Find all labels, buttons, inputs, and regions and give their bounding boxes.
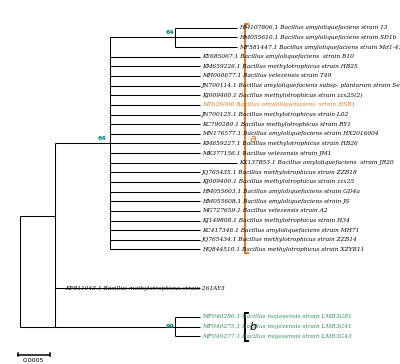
Text: JQ765434.1 Bacillus methylotrophicus strain ZZB14: JQ765434.1 Bacillus methylotrophicus str… xyxy=(202,237,358,242)
Text: MF040286.1 Bacillus mojavensis strain LMB3G81: MF040286.1 Bacillus mojavensis strain LM… xyxy=(202,314,352,320)
Text: JN700114.1 Bacillus amyloliquefaciens subsp. plantarum strain Se12: JN700114.1 Bacillus amyloliquefaciens su… xyxy=(202,83,400,88)
Text: KJ009400.1 Bacillus methylotrophicus strain zzx25(2): KJ009400.1 Bacillus methylotrophicus str… xyxy=(202,92,363,98)
Text: JQ765435.1 Bacillus methylotrophicus strain ZZB18: JQ765435.1 Bacillus methylotrophicus str… xyxy=(202,170,358,175)
Text: KM659226.1 Bacillus methylotrophicus strain HB25: KM659226.1 Bacillus methylotrophicus str… xyxy=(202,64,358,69)
Text: MF581447.1 Bacillus amyloliquefaciens strain Md1-41: MF581447.1 Bacillus amyloliquefaciens st… xyxy=(240,44,400,50)
Text: KF811043.1 Bacillus methylotrophicus strain 261AY3: KF811043.1 Bacillus methylotrophicus str… xyxy=(65,285,225,290)
Text: MN176577.1 Bacillus amyloliquefaciens strain HX2016004: MN176577.1 Bacillus amyloliquefaciens st… xyxy=(202,131,379,136)
Text: 0.0005: 0.0005 xyxy=(23,358,44,363)
Text: MF040275.1 Bacillus mojavensis strain LMB3G41: MF040275.1 Bacillus mojavensis strain LM… xyxy=(202,324,352,329)
Text: 64: 64 xyxy=(97,136,106,141)
Text: MK377156.1 Bacillus velezensis strain JM1: MK377156.1 Bacillus velezensis strain JM… xyxy=(202,151,332,155)
Text: MH000677.1 Bacillus velezensis strain T49: MH000677.1 Bacillus velezensis strain T4… xyxy=(202,74,332,79)
Text: 64: 64 xyxy=(166,30,174,35)
Text: MT626060 Bacillus amyloliquefaciens  strain HSB1: MT626060 Bacillus amyloliquefaciens stra… xyxy=(202,102,356,107)
Text: KC790289.1 Bacillus methylotrophicus strain RY1: KC790289.1 Bacillus methylotrophicus str… xyxy=(202,122,351,127)
Text: JN700125.1 Bacillus methylotrophicus strain L02: JN700125.1 Bacillus methylotrophicus str… xyxy=(202,112,350,117)
Text: HM055603.1 Bacillus amyloliquefaciens strain GD4a: HM055603.1 Bacillus amyloliquefaciens st… xyxy=(202,189,360,194)
Text: KM659227.1 Bacillus methylotrophicus strain HB26: KM659227.1 Bacillus methylotrophicus str… xyxy=(202,141,358,146)
Text: HM055608.1 Bacillus amyloliquefaciens strain JS: HM055608.1 Bacillus amyloliquefaciens st… xyxy=(202,199,350,204)
Text: HM055610.1 Bacillus amyloliquefaciens strain SD1b: HM055610.1 Bacillus amyloliquefaciens st… xyxy=(240,35,397,40)
Text: KY685067.1 Bacillus amyloliquefaciens  strain B10: KY685067.1 Bacillus amyloliquefaciens st… xyxy=(202,54,354,59)
Text: KJ149808.1 Bacillus methylotrophicus strain H34: KJ149808.1 Bacillus methylotrophicus str… xyxy=(202,218,350,223)
Text: b: b xyxy=(250,322,257,332)
Text: HM107806.1 Bacillus amyloliquefaciens strain 13: HM107806.1 Bacillus amyloliquefaciens st… xyxy=(240,25,388,30)
Text: a: a xyxy=(250,134,257,144)
Text: MG727659.1 Bacillus velezensis strain A2: MG727659.1 Bacillus velezensis strain A2 xyxy=(202,209,328,213)
Text: HQ844510.1 Bacillus methylotrophicus strain XZYB11: HQ844510.1 Bacillus methylotrophicus str… xyxy=(202,247,365,252)
Text: MF040277.1 Bacillus mojavensis strain LMB3G43: MF040277.1 Bacillus mojavensis strain LM… xyxy=(202,334,352,339)
Text: KJ009400.1 Bacillus methylotrophicus strain zzx25: KJ009400.1 Bacillus methylotrophicus str… xyxy=(202,179,355,185)
Text: KX137853.1 Bacillus amyloliquefaciens  strain JR20: KX137853.1 Bacillus amyloliquefaciens st… xyxy=(240,160,394,165)
Text: KC417346.1 Bacillus amyloliquefaciens strain MH71: KC417346.1 Bacillus amyloliquefaciens st… xyxy=(202,228,360,233)
Text: 99: 99 xyxy=(166,324,174,329)
